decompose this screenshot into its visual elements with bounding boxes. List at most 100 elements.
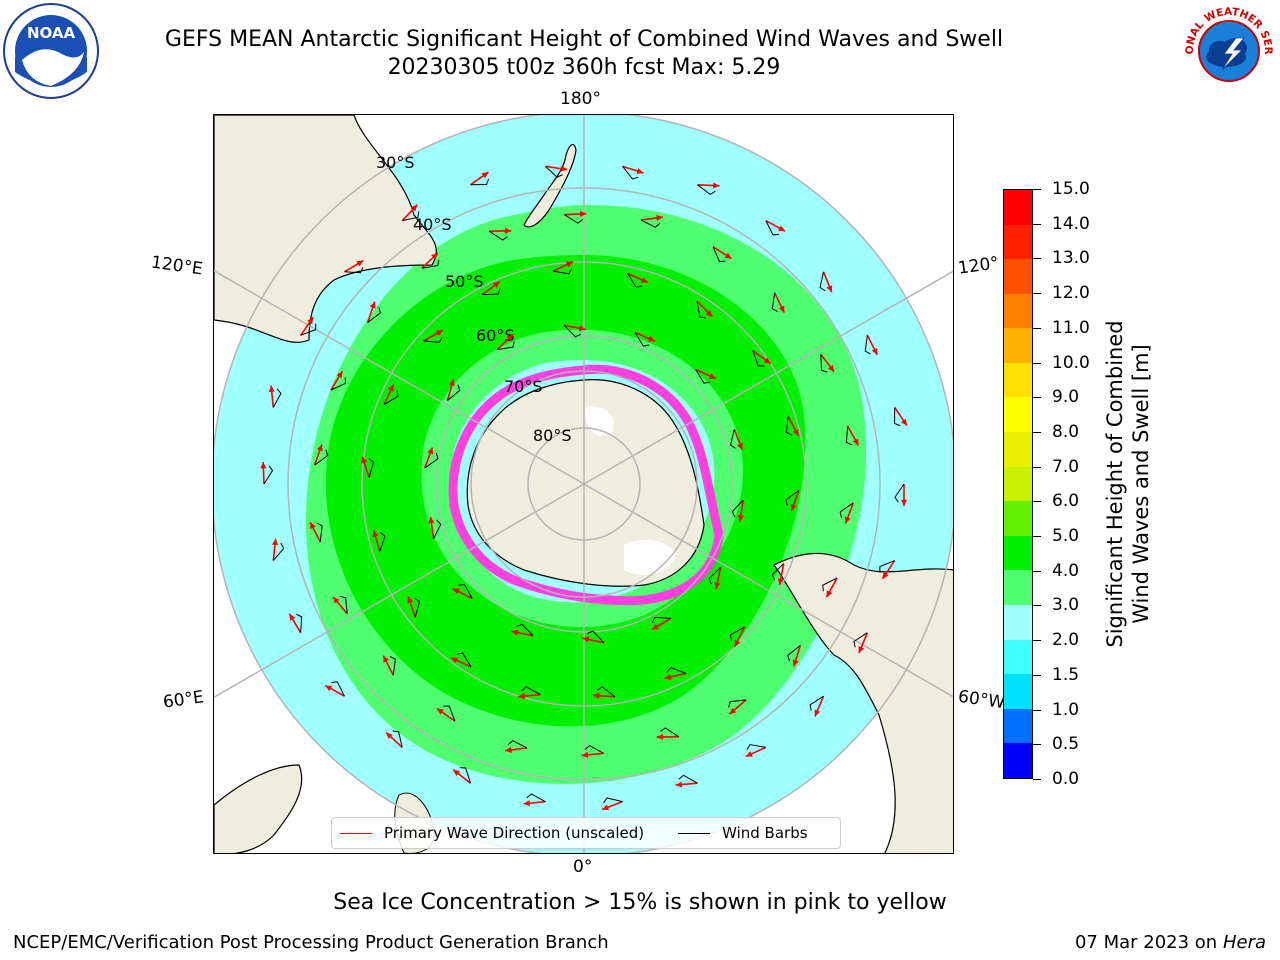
wave-arrow-head	[734, 639, 741, 647]
wind-barb	[822, 577, 838, 592]
wind-barb	[552, 268, 573, 275]
wave-arrow-head	[504, 227, 512, 234]
wind-barb	[421, 259, 440, 269]
wind-barb	[708, 567, 721, 585]
wave-arrow-head	[481, 172, 489, 179]
colorbar-segment	[1004, 743, 1032, 778]
wind-barb	[263, 465, 274, 485]
wind-barb	[785, 490, 800, 506]
wave-arrow-head	[579, 210, 587, 218]
colorbar-tick	[1033, 501, 1041, 503]
wave-direction-legend-label: Primary Wave Direction (unscaled)	[384, 824, 645, 842]
wind-barb	[459, 767, 472, 784]
wind-barb	[839, 502, 854, 518]
colorbar-segment	[1004, 605, 1032, 640]
wind-barb	[330, 377, 347, 391]
wave-band-4-5m	[325, 255, 806, 727]
wind-barb	[456, 652, 472, 668]
wind-barb	[368, 458, 375, 478]
wave-arrow-head	[640, 277, 648, 283]
sea-ice-note: Sea Ice Concentration > 15% is shown in …	[333, 890, 947, 915]
colorbar-tick-label: 13.0	[1052, 248, 1090, 269]
wind-barb	[458, 583, 473, 599]
wave-arrow-head	[729, 707, 737, 715]
weddell-ice-shelf	[624, 539, 676, 575]
colorbar-segment	[1004, 397, 1032, 433]
wave-arrow-head	[708, 373, 716, 379]
wave-arrow-head	[518, 693, 526, 700]
wind-barb	[564, 214, 584, 224]
wind-barb	[603, 797, 623, 804]
wave-arrow-head	[333, 596, 340, 604]
wave-arrow-head	[636, 168, 644, 174]
colorbar-tick-label: 7.0	[1052, 456, 1080, 477]
title-line-1: GEFS MEAN Antarctic Significant Height o…	[164, 27, 1004, 52]
wave-arrow-head	[383, 655, 389, 663]
wave-arrow-head	[581, 751, 589, 758]
colorbar-segment	[1004, 432, 1032, 467]
colorbar-tick	[1033, 744, 1041, 746]
wind-barb	[587, 630, 605, 644]
wind-barb	[314, 449, 329, 466]
colorbar-tick	[1033, 431, 1041, 433]
lon-label-120w: 120°	[956, 253, 1001, 279]
wind-barb	[640, 219, 661, 228]
wind-barb	[809, 695, 824, 711]
colorbar-tick	[1033, 674, 1041, 676]
wind-barb	[765, 220, 780, 236]
wave-arrow-head	[705, 310, 713, 317]
wave-arrow-head	[745, 751, 753, 757]
wind-barb	[489, 230, 508, 241]
wind-barb	[651, 616, 671, 623]
wave-arrow-head	[310, 522, 316, 530]
colorbar-tick	[1033, 397, 1041, 399]
wind-barb	[563, 324, 582, 338]
colorbar-tick-label: 0.0	[1052, 769, 1080, 789]
wind-barb	[731, 499, 744, 518]
wave-arrow-head	[336, 371, 343, 379]
colorbar-segment	[1004, 293, 1032, 329]
colorbar	[1003, 189, 1033, 779]
wave-arrow-head	[724, 252, 732, 259]
wave-arrow-head	[356, 260, 364, 267]
wave-arrow-head	[407, 596, 414, 604]
wind-barb	[300, 323, 317, 336]
machine-name: Hera	[1222, 932, 1266, 953]
meridian-lines	[214, 115, 953, 853]
colorbar-tick	[1033, 709, 1041, 711]
wave-direction-arrows	[260, 165, 908, 811]
colorbar-segment	[1004, 535, 1032, 571]
wave-arrow-head	[386, 732, 393, 739]
wave-arrow-head	[656, 214, 663, 221]
colorbar-tick-label: 10.0	[1052, 352, 1090, 373]
wave-arrow-head	[369, 301, 376, 309]
lon-label-0: 0°	[573, 857, 593, 877]
wind-barb	[526, 793, 546, 803]
wave-arrow-head	[582, 636, 590, 643]
wave-arrow-head	[882, 571, 889, 579]
wind-barb	[819, 271, 826, 292]
wind-barb	[379, 532, 386, 552]
wave-arrow-head	[452, 588, 460, 595]
wind-barb	[697, 184, 716, 196]
colorbar-segment	[1004, 362, 1032, 398]
credit-text: NCEP/EMC/Verification Post Processing Pr…	[13, 932, 609, 953]
wave-arrow-head	[578, 325, 586, 332]
colorbar-segment	[1004, 570, 1032, 606]
wind-barb	[545, 165, 563, 178]
wind-barb	[402, 211, 420, 222]
lat-label-60s: 60°S	[476, 326, 515, 345]
wave-arrow-head	[427, 447, 434, 455]
colorbar-segment	[1004, 189, 1032, 225]
wave-arrow-head	[289, 613, 296, 621]
africa-landmass	[214, 764, 303, 853]
wind-barb	[482, 288, 501, 296]
colorbar-tick	[1033, 293, 1041, 295]
wave-arrow-head	[436, 708, 444, 715]
wave-arrow-head	[448, 379, 455, 387]
colorbar-segment	[1004, 674, 1032, 709]
wave-arrow-head	[602, 804, 610, 811]
wind-barb	[339, 595, 348, 614]
wind-barb	[622, 166, 639, 180]
wave-arrow-head	[523, 800, 531, 807]
